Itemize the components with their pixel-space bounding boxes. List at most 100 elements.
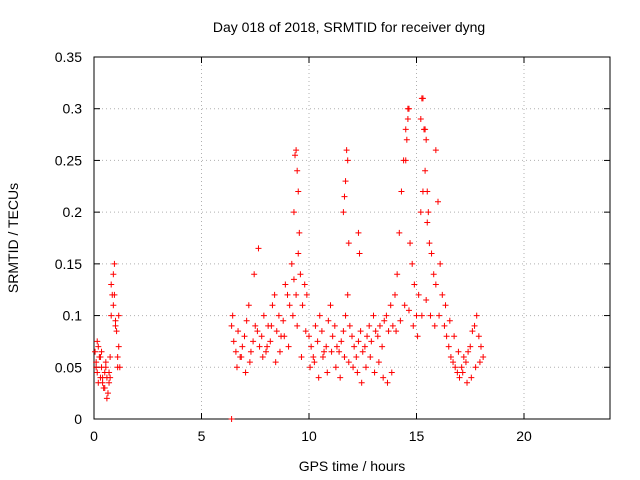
data-point (264, 343, 271, 350)
data-point (230, 338, 237, 345)
data-point (467, 343, 474, 350)
data-point (295, 188, 302, 195)
data-point (456, 374, 463, 381)
data-point (93, 359, 100, 366)
data-point (107, 353, 114, 360)
data-point (282, 281, 289, 288)
data-point (97, 353, 104, 360)
data-point (480, 353, 487, 360)
y-tick-label: 0.15 (55, 256, 82, 272)
data-point (250, 338, 257, 345)
data-point (292, 152, 299, 159)
data-point (308, 343, 315, 350)
data-point (445, 343, 452, 350)
data-point (318, 328, 325, 335)
data-point (295, 250, 302, 257)
y-tick-label: 0.25 (55, 152, 82, 168)
data-point (446, 317, 453, 324)
data-point (252, 322, 259, 329)
data-point (114, 353, 121, 360)
data-point (345, 240, 352, 247)
data-point (286, 302, 293, 309)
data-point (112, 322, 119, 329)
data-point (355, 229, 362, 236)
data-point (306, 333, 312, 340)
data-point (290, 276, 297, 283)
data-point (397, 317, 404, 324)
data-point (422, 167, 429, 174)
data-point (460, 353, 467, 360)
data-point (384, 379, 391, 386)
data-point (371, 369, 378, 376)
plot-frame (93, 56, 611, 420)
x-tick-label: 15 (409, 428, 425, 444)
data-point (293, 291, 300, 298)
data-point (329, 333, 336, 340)
data-point (402, 126, 409, 133)
data-point (259, 353, 266, 360)
data-point (441, 322, 448, 329)
data-point (267, 338, 274, 345)
data-point (344, 157, 351, 164)
data-point (269, 302, 276, 309)
data-point (478, 343, 484, 350)
data-point (346, 322, 353, 329)
data-point (385, 328, 392, 335)
data-point (423, 297, 430, 304)
data-point (435, 198, 441, 205)
y-tick-label: 0.05 (55, 359, 82, 375)
y-tick-label: 0.1 (63, 308, 83, 324)
data-point (246, 359, 253, 366)
data-point (102, 364, 109, 371)
data-point (312, 322, 319, 329)
data-point (258, 333, 265, 340)
data-point (115, 343, 122, 350)
data-point (332, 364, 339, 371)
data-point (411, 281, 418, 288)
data-point (294, 322, 301, 329)
data-point (343, 147, 350, 154)
data-point (442, 302, 449, 309)
data-point (285, 343, 292, 350)
data-point (115, 312, 122, 319)
data-point (114, 364, 121, 371)
data-point (280, 317, 287, 324)
data-point (324, 369, 331, 376)
data-point (340, 328, 347, 335)
data-point (233, 364, 240, 371)
data-point (430, 271, 437, 278)
data-point (405, 307, 412, 314)
data-point (418, 312, 425, 319)
data-point (293, 147, 300, 154)
data-point (462, 359, 469, 366)
data-point (101, 384, 108, 391)
data-point (271, 291, 278, 298)
y-tick-label: 0 (74, 411, 82, 427)
data-point (427, 312, 434, 319)
data-point (471, 322, 478, 329)
data-point (239, 343, 246, 350)
data-point (476, 359, 483, 366)
y-tick-label: 0.3 (63, 101, 83, 117)
data-point (415, 291, 422, 298)
data-point (92, 348, 99, 355)
data-point (437, 260, 444, 267)
data-point (229, 312, 236, 319)
data-point (315, 374, 322, 381)
data-point (111, 291, 118, 298)
data-point (455, 348, 462, 355)
data-point (327, 302, 334, 309)
data-point (465, 348, 472, 355)
data-point (368, 338, 375, 345)
data-point (228, 416, 235, 422)
data-point (268, 322, 275, 329)
data-point (358, 379, 365, 386)
data-point (342, 178, 349, 185)
data-point (428, 250, 435, 257)
data-point (417, 116, 424, 123)
data-point (432, 147, 439, 154)
data-point (426, 240, 433, 247)
data-point (366, 322, 373, 329)
data-point (464, 379, 471, 386)
data-point (106, 379, 113, 386)
